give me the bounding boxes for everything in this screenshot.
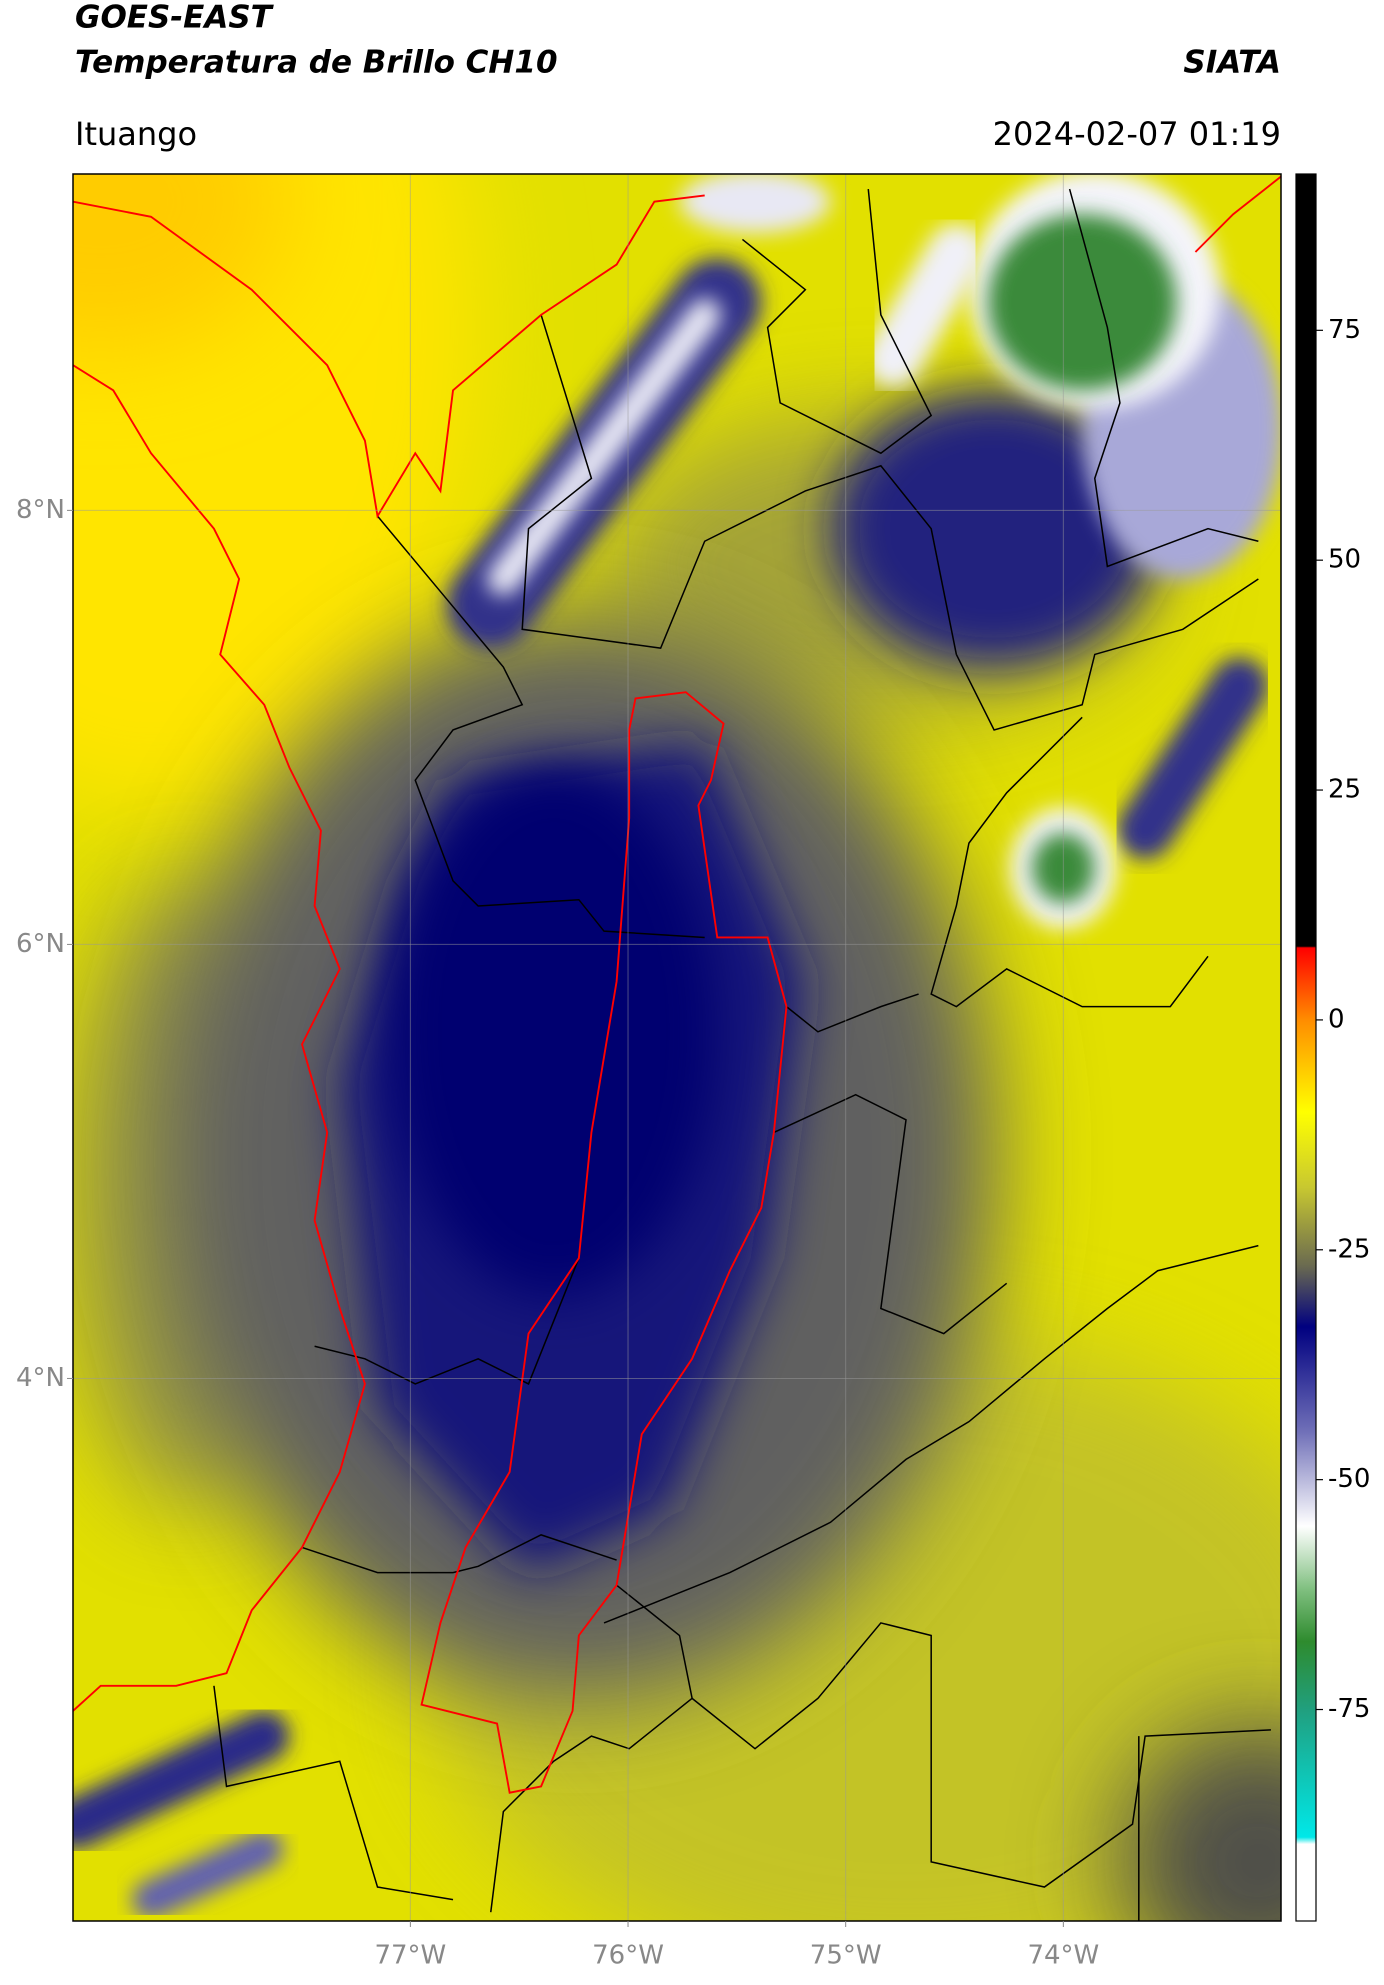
grid bbox=[73, 174, 1281, 1921]
cloud-band bbox=[486, 298, 722, 596]
x-tick-label: 77°W bbox=[374, 1941, 446, 1971]
cloud-band bbox=[1116, 657, 1268, 859]
cloud bbox=[830, 390, 1158, 668]
boundaries bbox=[213, 188, 1271, 1921]
colorbar-label: 50 bbox=[1328, 545, 1361, 575]
warm-area bbox=[73, 174, 290, 353]
y-tick-label: 8°N bbox=[16, 495, 65, 525]
region-outline bbox=[420, 691, 788, 1794]
cloud bbox=[865, 223, 985, 388]
y-tick-label: 6°N bbox=[16, 929, 65, 959]
boundary bbox=[955, 578, 1259, 731]
cloud-core bbox=[390, 767, 718, 1296]
x-tick-label: 74°W bbox=[1027, 1941, 1099, 1971]
cloud-top bbox=[987, 214, 1177, 391]
cold-area bbox=[1119, 1723, 1281, 1921]
coast bbox=[73, 364, 366, 1712]
boundary bbox=[213, 1685, 454, 1901]
map-frame bbox=[72, 173, 1282, 1922]
y-tick-label: 4°N bbox=[16, 1363, 65, 1393]
datetime: 2024-02-07 01:19 bbox=[993, 115, 1281, 153]
colorbar-label: -50 bbox=[1328, 1464, 1370, 1494]
cloud-band bbox=[132, 1830, 284, 1919]
title: GOES-EAST bbox=[75, 0, 275, 36]
boundary bbox=[1068, 188, 1259, 568]
subtitle: Temperatura de Brillo CH10 bbox=[75, 45, 558, 81]
coastline bbox=[73, 175, 1281, 1794]
colorbar-label: -25 bbox=[1328, 1234, 1370, 1264]
cloud bbox=[679, 174, 831, 234]
x-tick-label: 76°W bbox=[592, 1941, 664, 1971]
boundary bbox=[490, 1584, 693, 1913]
location: Ituango bbox=[75, 115, 197, 153]
colorbar-label: 75 bbox=[1328, 315, 1361, 345]
coast bbox=[1194, 175, 1281, 253]
boundary bbox=[773, 993, 1008, 1335]
colorbar-label: 0 bbox=[1328, 1004, 1345, 1034]
boundary bbox=[930, 716, 1209, 1008]
boundary bbox=[301, 1534, 617, 1574]
boundary bbox=[603, 1244, 1259, 1624]
colorbar-label: -75 bbox=[1328, 1694, 1370, 1724]
x-tick-label: 75°W bbox=[810, 1941, 882, 1971]
boundary bbox=[741, 189, 933, 455]
boundary bbox=[521, 314, 958, 655]
cloud-band bbox=[73, 1710, 290, 1850]
colorbar bbox=[1295, 173, 1317, 1922]
colorbar-label: 25 bbox=[1328, 775, 1361, 805]
brand: SIATA bbox=[1183, 45, 1281, 81]
boundary bbox=[376, 515, 705, 939]
coast bbox=[73, 194, 705, 519]
